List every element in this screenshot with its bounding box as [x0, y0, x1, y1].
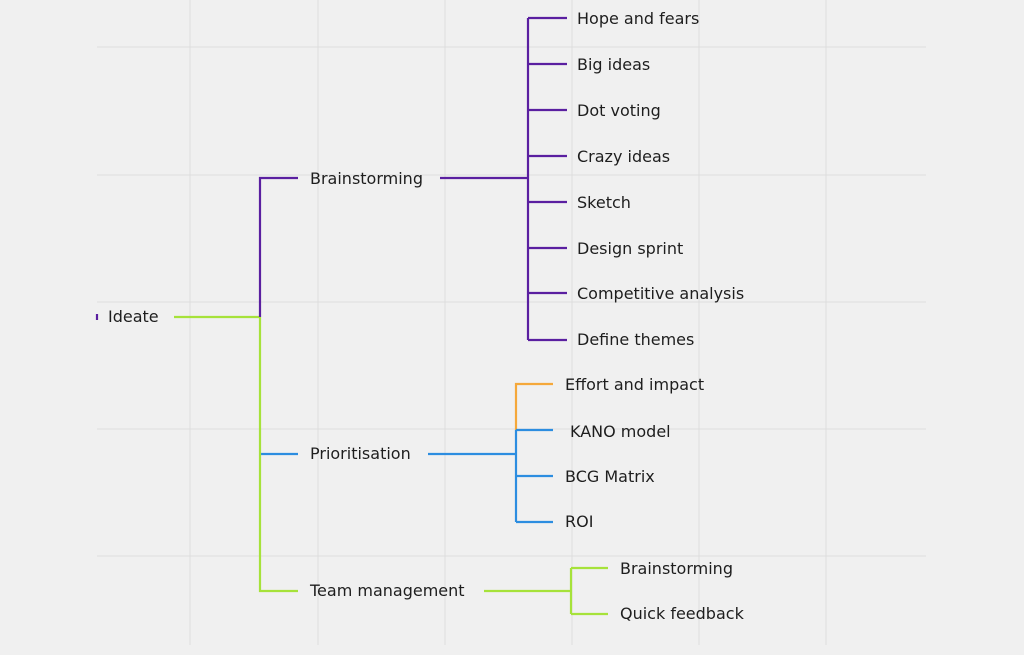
- node-crazy-ideas[interactable]: Crazy ideas: [577, 147, 671, 166]
- node-big-ideas[interactable]: Big ideas: [577, 55, 651, 74]
- node-prioritisation[interactable]: Prioritisation: [310, 444, 411, 463]
- background-grid: [97, 0, 926, 645]
- node-competitive-analysis[interactable]: Competitive analysis: [577, 284, 745, 303]
- root-node-ideate[interactable]: Ideate: [108, 307, 159, 326]
- node-quick-feedback[interactable]: Quick feedback: [620, 604, 744, 623]
- brainstorming-children-connectors: [440, 16, 567, 342]
- node-team-management[interactable]: Team management: [310, 581, 465, 600]
- node-hope-and-fears[interactable]: Hope and fears: [577, 9, 700, 28]
- team-management-children-connectors: [484, 566, 608, 616]
- node-define-themes[interactable]: Define themes: [577, 330, 695, 349]
- node-kano-model[interactable]: KANO model: [570, 422, 671, 441]
- prioritisation-children-connectors: [428, 382, 553, 524]
- connector-brainstorming: [258, 176, 298, 317]
- node-brainstorming[interactable]: Brainstorming: [310, 169, 423, 188]
- node-effort-and-impact[interactable]: Effort and impact: [565, 375, 705, 394]
- node-bcg-matrix[interactable]: BCG Matrix: [565, 467, 655, 486]
- node-design-sprint[interactable]: Design sprint: [577, 239, 684, 258]
- node-sketch[interactable]: Sketch: [577, 193, 631, 212]
- connector-team-management: [258, 317, 298, 593]
- node-team-brainstorming[interactable]: Brainstorming: [620, 559, 733, 578]
- node-dot-voting[interactable]: Dot voting: [577, 101, 661, 120]
- node-roi[interactable]: ROI: [565, 512, 594, 531]
